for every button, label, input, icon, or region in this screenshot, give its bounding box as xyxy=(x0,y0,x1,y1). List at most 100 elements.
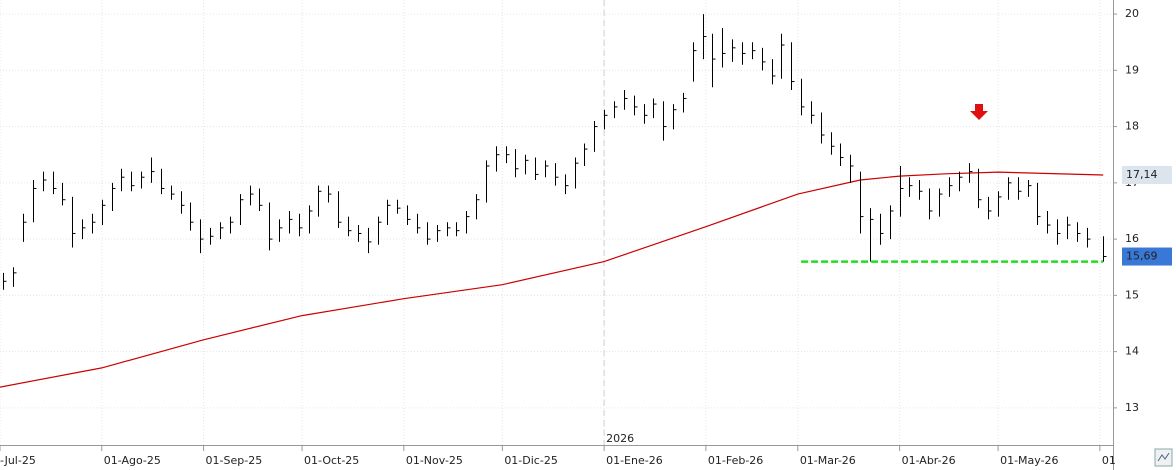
price-bar xyxy=(722,28,726,68)
price-bar xyxy=(988,196,992,220)
price-bar xyxy=(141,171,145,189)
x-tick-label: 01-Mar-26 xyxy=(800,454,856,467)
price-bar xyxy=(92,213,96,234)
price-bar xyxy=(909,177,913,197)
price-bar xyxy=(72,196,76,248)
price-bar xyxy=(230,216,234,234)
price-bar xyxy=(358,225,362,242)
price-bar xyxy=(121,168,125,192)
price-bar xyxy=(348,216,352,237)
price-bar xyxy=(732,39,736,62)
price-bar xyxy=(801,78,805,116)
price-bar xyxy=(653,98,657,119)
price-bar xyxy=(33,180,37,223)
price-bar xyxy=(831,132,835,155)
price-bar xyxy=(13,267,17,287)
price-bar xyxy=(1047,210,1051,234)
price-bar xyxy=(190,202,194,231)
price-tag-label: 17,14 xyxy=(1126,168,1158,181)
price-bar xyxy=(427,222,431,245)
x-tick-label: 01-Ago-25 xyxy=(104,454,161,467)
y-tick-label: 15 xyxy=(1125,288,1139,301)
x-tick-label: 01-Dic-25 xyxy=(504,454,558,467)
price-bar xyxy=(929,188,933,220)
plot-area xyxy=(0,0,1113,445)
price-bar xyxy=(840,143,844,166)
year-label: 2026 xyxy=(606,432,634,445)
price-bar xyxy=(368,227,372,254)
price-bar xyxy=(456,222,460,237)
price-bar xyxy=(525,154,529,175)
price-bar xyxy=(693,42,697,82)
price-bar xyxy=(250,185,254,206)
price-bar xyxy=(762,47,766,71)
price-bar xyxy=(712,33,716,88)
price-bar xyxy=(752,42,756,60)
y-tick-label: 18 xyxy=(1125,120,1139,133)
x-tick-label: -Jul-25 xyxy=(0,454,36,467)
price-bar xyxy=(939,188,943,217)
price-bar xyxy=(171,185,175,200)
y-tick-label: 20 xyxy=(1125,7,1139,20)
price-bar xyxy=(673,104,677,130)
price-bar xyxy=(969,163,973,183)
price-bar xyxy=(1018,177,1022,200)
price-bar xyxy=(210,227,214,245)
moving-average xyxy=(0,171,1104,388)
price-bar xyxy=(318,185,322,217)
arrow-marker xyxy=(970,104,988,120)
price-bar xyxy=(466,210,470,234)
price-bar xyxy=(407,205,411,226)
price-bar xyxy=(821,112,825,144)
price-bar xyxy=(269,202,273,251)
y-tick-label: 16 xyxy=(1125,232,1139,245)
price-bar xyxy=(328,185,332,203)
price-bar xyxy=(515,149,519,178)
price-bar xyxy=(1077,222,1081,242)
price-bar xyxy=(476,194,480,220)
price-bar xyxy=(62,182,66,206)
price-bar xyxy=(644,104,648,124)
y-tick-label: 13 xyxy=(1125,401,1139,414)
price-bar xyxy=(703,14,707,60)
price-bar xyxy=(486,160,490,203)
price-bar xyxy=(900,165,904,217)
price-bar xyxy=(890,205,894,240)
x-tick-label: 01-Ene-26 xyxy=(606,454,663,467)
price-bar xyxy=(447,222,451,237)
price-bar xyxy=(1037,182,1041,226)
price-bar xyxy=(240,194,244,226)
price-bar xyxy=(23,213,27,242)
corner-icon xyxy=(1157,452,1170,462)
price-bar xyxy=(781,33,785,79)
price-bar xyxy=(131,171,135,192)
price-bar xyxy=(959,171,963,192)
price-bar xyxy=(309,205,313,234)
price-bar xyxy=(387,199,391,226)
price-bar xyxy=(496,146,500,172)
price-bar xyxy=(378,216,382,245)
price-bar xyxy=(200,219,204,254)
price-bar xyxy=(998,191,1002,217)
price-bar xyxy=(102,199,106,226)
price-bar xyxy=(535,157,539,181)
price-bar xyxy=(742,42,746,65)
y-tick-label: 14 xyxy=(1125,345,1139,358)
x-tick-label: 01-May-26 xyxy=(1000,454,1058,467)
price-bar xyxy=(860,171,864,234)
price-tag xyxy=(1122,247,1172,266)
x-tick-label: 01 xyxy=(1102,454,1116,467)
price-bar xyxy=(161,168,165,195)
price-bar xyxy=(870,208,874,262)
price-bar xyxy=(43,171,47,192)
price-bar xyxy=(811,101,815,124)
price-bar xyxy=(289,210,293,234)
price-bar xyxy=(634,95,638,116)
y-tick-label: 19 xyxy=(1125,63,1139,76)
price-bar xyxy=(565,174,569,195)
price-bar xyxy=(259,188,263,211)
price-bar xyxy=(299,213,303,237)
price-bar xyxy=(545,160,549,178)
